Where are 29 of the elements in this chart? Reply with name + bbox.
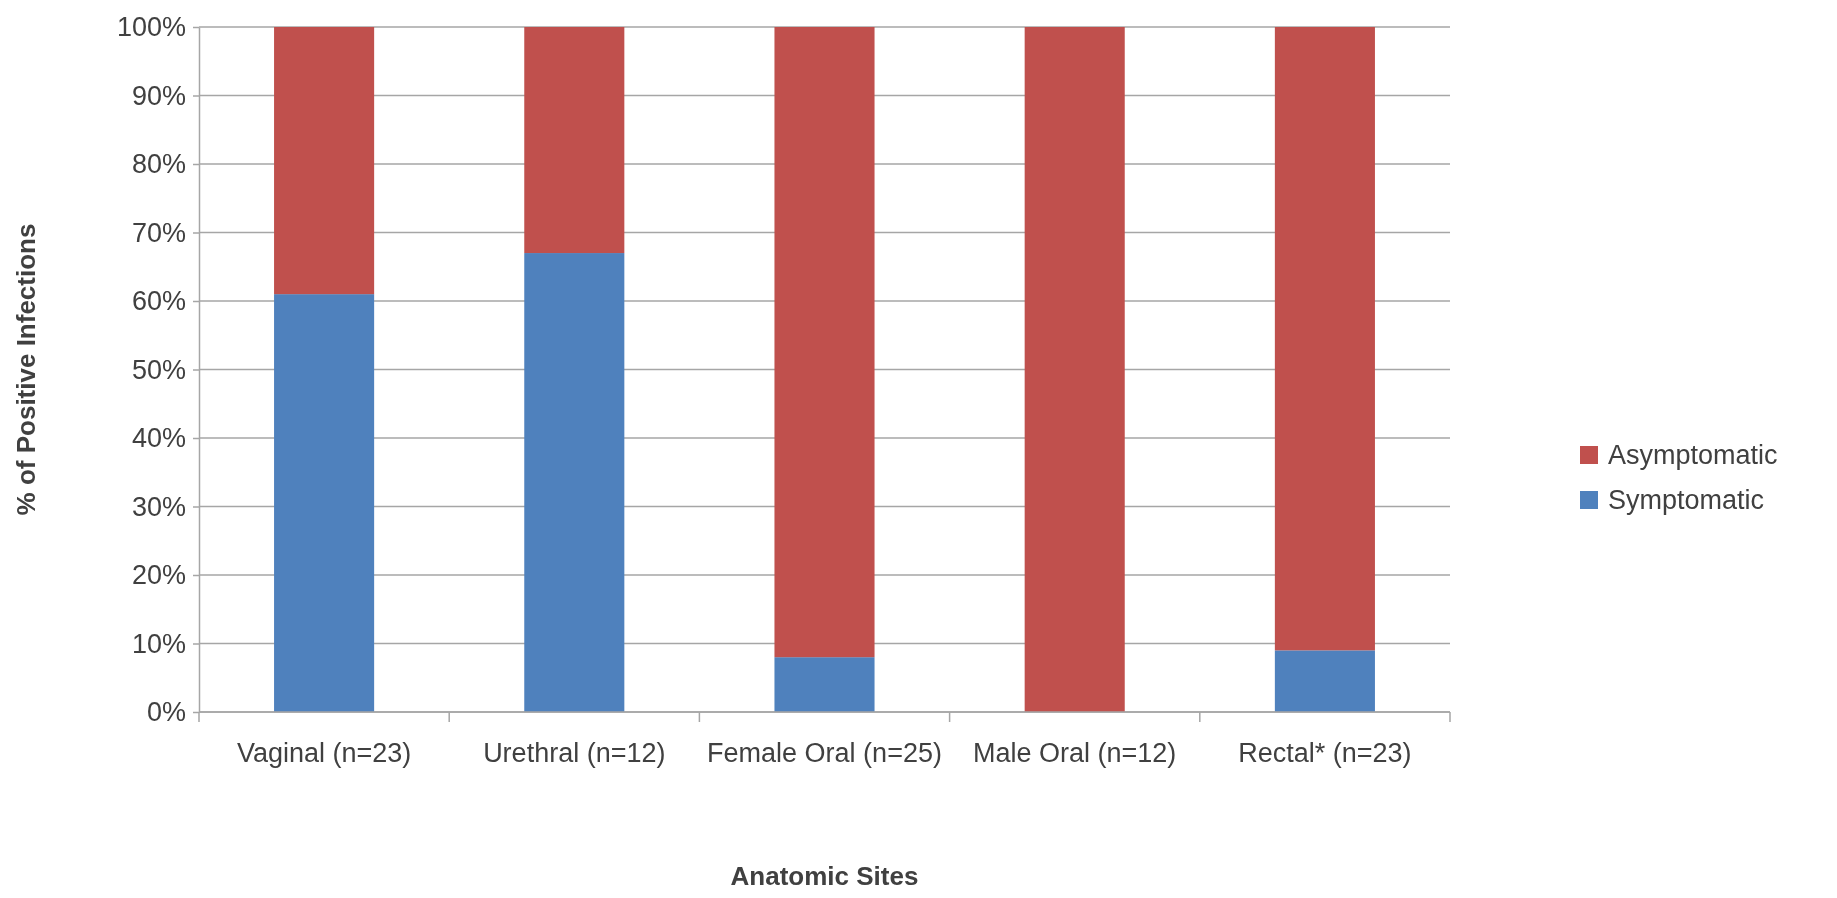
y-tick-label: 30% <box>131 491 186 522</box>
y-tick-label: 20% <box>131 560 186 591</box>
bar <box>1274 27 1375 651</box>
y-tick-label: 0% <box>146 697 186 728</box>
x-tick-label: Male Oral (n=12) <box>973 738 1177 768</box>
x-tick-label: Urethral (n=12) <box>483 738 666 768</box>
y-tick-label: 10% <box>131 628 186 659</box>
y-tick-label: 70% <box>131 217 186 248</box>
legend-label: Asymptomatic <box>1608 440 1778 470</box>
bar <box>1274 650 1375 712</box>
y-tick-label: 100% <box>116 12 186 43</box>
y-tick-label: 80% <box>131 149 186 180</box>
bar <box>274 27 375 295</box>
y-tick-label: 40% <box>131 423 186 454</box>
bar <box>774 27 875 658</box>
y-tick-label: 60% <box>131 286 186 317</box>
x-tick-label: Vaginal (n=23) <box>236 738 412 768</box>
y-tick-label: 50% <box>131 354 186 385</box>
x-axis-title: Anatomic Sites <box>730 861 919 891</box>
x-tick-label: Female Oral (n=25) <box>707 738 942 768</box>
bar <box>1024 27 1125 712</box>
y-tick-label: 90% <box>131 80 186 111</box>
bar <box>774 657 875 712</box>
bar <box>274 294 375 712</box>
x-tick-label: Rectal* (n=23) <box>1238 738 1412 768</box>
bar <box>524 253 625 712</box>
legend-label: Symptomatic <box>1608 485 1765 515</box>
y-axis-title: % of Positive Infections <box>11 223 41 516</box>
bar <box>524 27 625 254</box>
